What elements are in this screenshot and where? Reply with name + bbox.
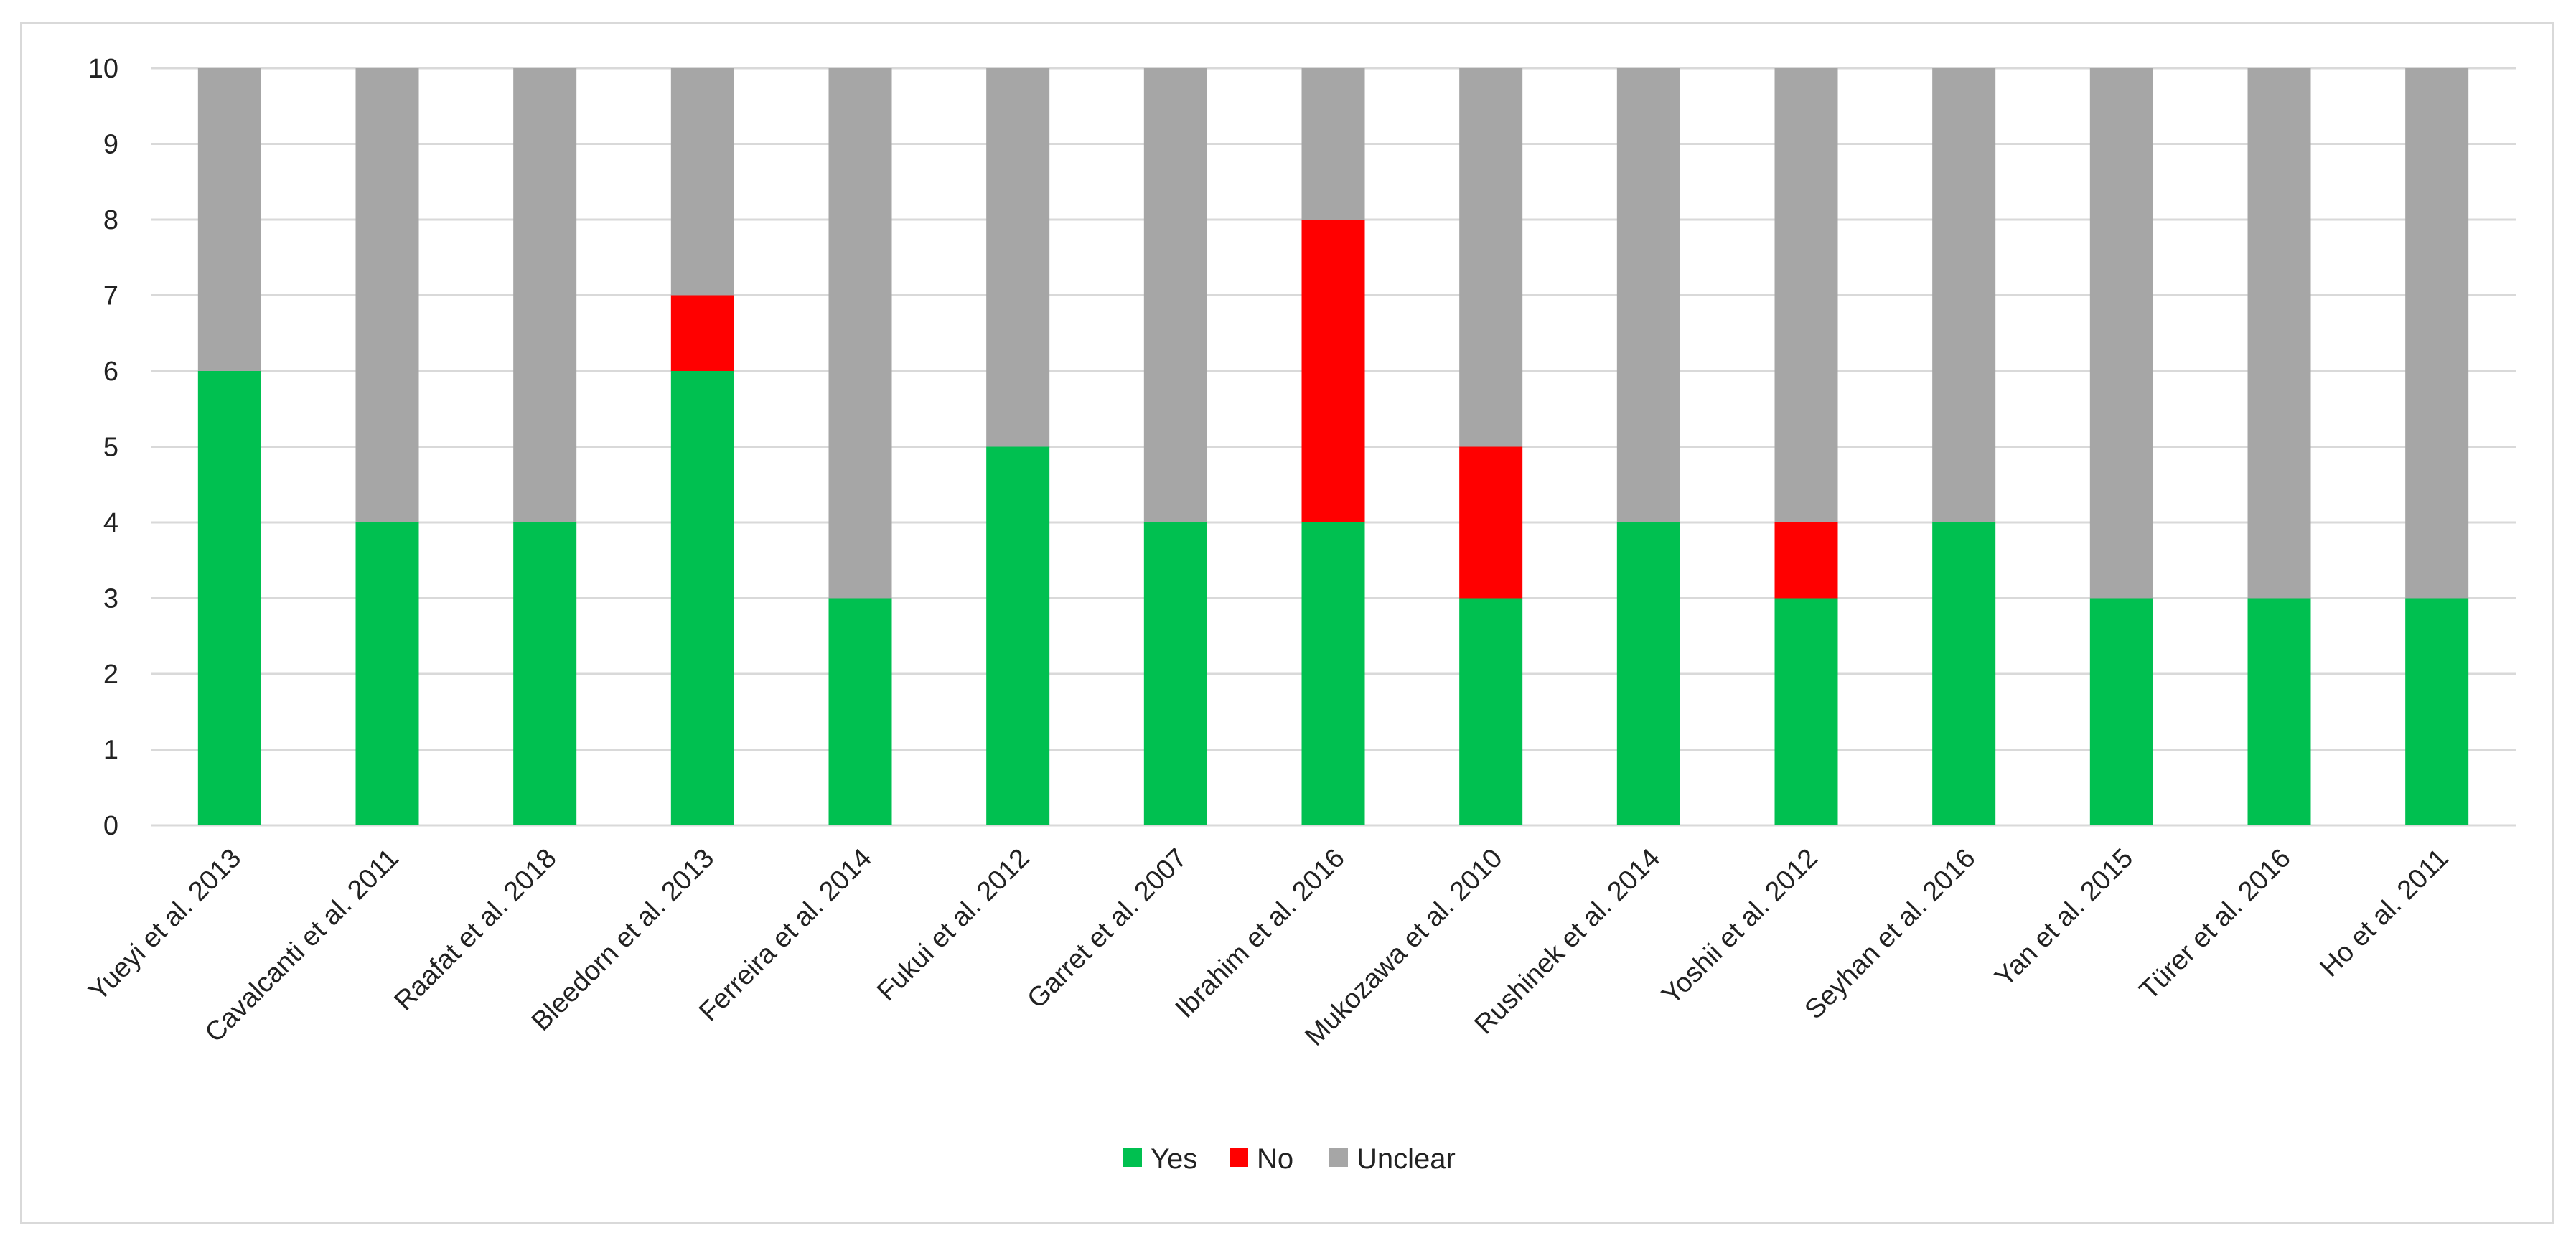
x-tick-label: Fukui et al. 2012 bbox=[871, 843, 1035, 1007]
x-tick-label: Ho et al. 2011 bbox=[2315, 843, 2455, 983]
legend-swatch-unclear bbox=[1329, 1148, 1348, 1167]
bar-segment-yes bbox=[1774, 598, 1838, 825]
bar-segment-yes bbox=[2247, 598, 2311, 825]
bar-segment-yes bbox=[2405, 598, 2469, 825]
bar-segment-no bbox=[1459, 446, 1523, 599]
bar-segment-unclear bbox=[1774, 68, 1838, 522]
legend-label-unclear: Unclear bbox=[1357, 1143, 1456, 1175]
bar-segment-yes bbox=[1932, 522, 1996, 825]
y-tick-label: 1 bbox=[103, 736, 118, 766]
y-tick-label: 2 bbox=[103, 660, 118, 690]
bar-segment-yes bbox=[828, 598, 892, 825]
x-tick-label: Ferreira et al. 2014 bbox=[693, 843, 878, 1028]
x-tick-label: Yueyi et al. 2013 bbox=[83, 843, 247, 1007]
bar-segment-unclear bbox=[2247, 68, 2311, 599]
x-tick-label: Türer et al. 2016 bbox=[2134, 843, 2297, 1006]
y-tick-label: 8 bbox=[103, 205, 118, 235]
bar-segment-unclear bbox=[197, 68, 261, 371]
y-tick-label: 0 bbox=[103, 811, 118, 841]
bar-segment-no bbox=[1774, 522, 1838, 599]
bar-segment-unclear bbox=[1459, 68, 1523, 447]
y-tick-label: 4 bbox=[103, 508, 118, 538]
y-tick-label: 10 bbox=[88, 54, 118, 84]
bar-segment-no bbox=[1301, 220, 1365, 522]
bar-segment-unclear bbox=[1616, 68, 1680, 522]
x-tick-label: Seyhan et al. 2016 bbox=[1799, 843, 1982, 1026]
y-tick-label: 9 bbox=[103, 130, 118, 160]
bar-segment-unclear bbox=[2405, 68, 2469, 599]
bar-segment-yes bbox=[1301, 522, 1365, 825]
bar-segment-unclear bbox=[513, 68, 577, 522]
y-axis: 0 1 2 3 4 5 6 7 8 9 10 bbox=[88, 54, 118, 841]
bar-segment-yes bbox=[2089, 598, 2153, 825]
y-tick-label: 7 bbox=[103, 281, 118, 311]
x-tick-label: Bleedorn et al. 2013 bbox=[526, 843, 720, 1037]
y-tick-label: 6 bbox=[103, 357, 118, 387]
bar-segment-yes bbox=[1616, 522, 1680, 825]
bars bbox=[197, 68, 2469, 825]
legend-label-no: No bbox=[1257, 1143, 1293, 1175]
x-tick-label: Yan et al. 2015 bbox=[1990, 843, 2139, 993]
legend: Yes No Unclear bbox=[1123, 1143, 1456, 1175]
legend-label-yes: Yes bbox=[1151, 1143, 1197, 1175]
bar-segment-unclear bbox=[2089, 68, 2153, 599]
bar-segment-yes bbox=[1143, 522, 1207, 825]
bar-segment-unclear bbox=[986, 68, 1050, 447]
bar-segment-yes bbox=[197, 371, 261, 825]
y-tick-label: 3 bbox=[103, 584, 118, 614]
bar-segment-yes bbox=[355, 522, 419, 825]
bar-segment-yes bbox=[513, 522, 577, 825]
bar-segment-yes bbox=[670, 371, 734, 825]
x-tick-label: Yoshii et al. 2012 bbox=[1656, 843, 1823, 1010]
legend-swatch-yes bbox=[1123, 1148, 1142, 1167]
bar-segment-no bbox=[670, 295, 734, 371]
bar-segment-unclear bbox=[1143, 68, 1207, 522]
bar-segment-unclear bbox=[1301, 68, 1365, 220]
y-tick-label: 5 bbox=[103, 433, 118, 463]
x-tick-label: Garret et al. 2007 bbox=[1021, 843, 1193, 1015]
bar-segment-unclear bbox=[670, 68, 734, 296]
bar-segment-unclear bbox=[828, 68, 892, 599]
legend-swatch-no bbox=[1230, 1148, 1248, 1167]
bar-segment-unclear bbox=[355, 68, 419, 522]
bar-segment-unclear bbox=[1932, 68, 1996, 522]
bar-segment-yes bbox=[1459, 598, 1523, 825]
x-tick-label: Ibrahim et al. 2016 bbox=[1170, 843, 1351, 1024]
bar-segment-yes bbox=[986, 446, 1050, 825]
x-tick-label: Raafat et al. 2018 bbox=[389, 843, 563, 1017]
